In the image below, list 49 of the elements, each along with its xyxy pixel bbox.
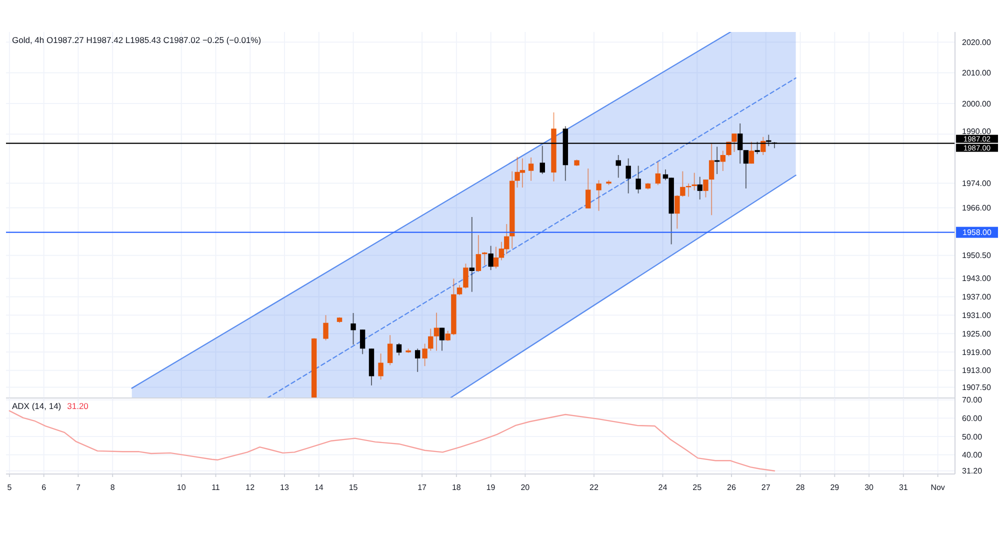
y-tick-label: 1974.00 xyxy=(962,179,992,188)
x-tick-label: 11 xyxy=(212,483,220,492)
y-tick-label: 60.00 xyxy=(962,414,983,423)
x-tick-label: 18 xyxy=(452,483,462,492)
x-tick-label: 28 xyxy=(796,483,806,492)
line-series xyxy=(266,77,796,398)
x-tick-label: 17 xyxy=(418,483,428,492)
x-tick-label: 15 xyxy=(348,483,358,492)
x-tick-label: 22 xyxy=(590,483,599,492)
y-tick-label: 40.00 xyxy=(962,450,983,460)
y-tick-label: 50.00 xyxy=(962,432,983,442)
x-tick-label: 31 xyxy=(898,483,908,492)
y-tick-label: 70.00 xyxy=(962,396,983,405)
x-tick-label: 6 xyxy=(42,483,47,492)
chart-title: Gold, 4h O1987.27 H1987.42 L1985.43 C1987.02 −0.25 (−0.01%) xyxy=(12,35,262,45)
x-tick-label: 20 xyxy=(520,483,530,492)
x-tick-label: 14 xyxy=(314,483,324,492)
y-tick-label: 1913.00 xyxy=(962,366,992,376)
y-tick-label: 1950.50 xyxy=(962,251,992,260)
y-tick-label: 1966.00 xyxy=(962,204,992,213)
annotation: 31.20 xyxy=(67,401,89,411)
y-tick-label: 1943.00 xyxy=(962,274,992,284)
x-tick-label: 26 xyxy=(727,483,736,492)
y-tick-label: 2020.00 xyxy=(962,38,992,47)
x-tick-label: 27 xyxy=(761,483,771,492)
x-tick-label: 25 xyxy=(692,483,702,492)
y-tick-label: 1907.50 xyxy=(962,383,992,392)
x-tick-label: 19 xyxy=(486,483,496,492)
y-tick-label: 1925.00 xyxy=(962,329,992,338)
x-tick-label: 10 xyxy=(176,483,186,492)
x-tick-label: 8 xyxy=(110,483,116,492)
y-tick-label: 1931.00 xyxy=(962,310,992,320)
x-tick-label: 30 xyxy=(864,483,874,492)
y-tick-label: 2010.00 xyxy=(962,68,992,78)
x-tick-label: Nov xyxy=(930,483,945,492)
y-tick-label: 1919.00 xyxy=(962,348,992,357)
x-tick-label: 24 xyxy=(658,483,668,492)
ref-line-label: 1958.00 xyxy=(962,228,992,238)
y-tick-label: 1990.00 xyxy=(962,127,992,136)
line-series xyxy=(8,410,776,472)
y-tick-label: 2000.00 xyxy=(962,99,992,108)
x-tick-label: 29 xyxy=(830,483,840,492)
x-tick-label: 13 xyxy=(280,483,290,492)
x-tick-label: 7 xyxy=(76,483,81,492)
y-tick-label: 31.20 xyxy=(962,466,983,476)
x-tick-label: 5 xyxy=(7,483,12,492)
x-tick-label: 12 xyxy=(246,483,256,492)
chart-title: ADX (14, 14) xyxy=(12,401,62,411)
y-tick-label: 1937.00 xyxy=(962,292,992,302)
